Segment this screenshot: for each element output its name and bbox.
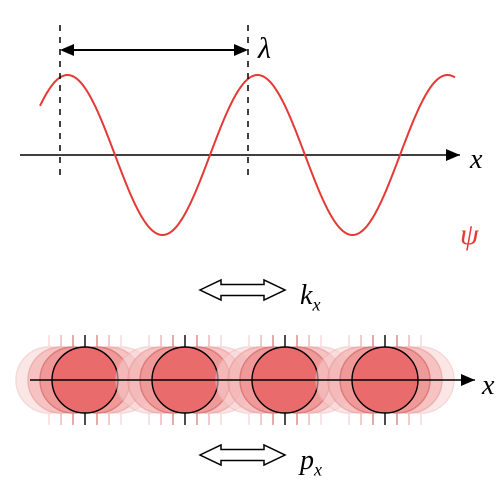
x-axis-label-top: x bbox=[470, 144, 482, 176]
lambda-label: λ bbox=[258, 32, 271, 66]
x-axis-label-bottom: x bbox=[482, 370, 494, 402]
kx-label: kx bbox=[300, 280, 320, 316]
px-label: px bbox=[300, 445, 322, 481]
psi-label: ψ bbox=[460, 218, 479, 252]
physics-diagram bbox=[0, 0, 500, 500]
